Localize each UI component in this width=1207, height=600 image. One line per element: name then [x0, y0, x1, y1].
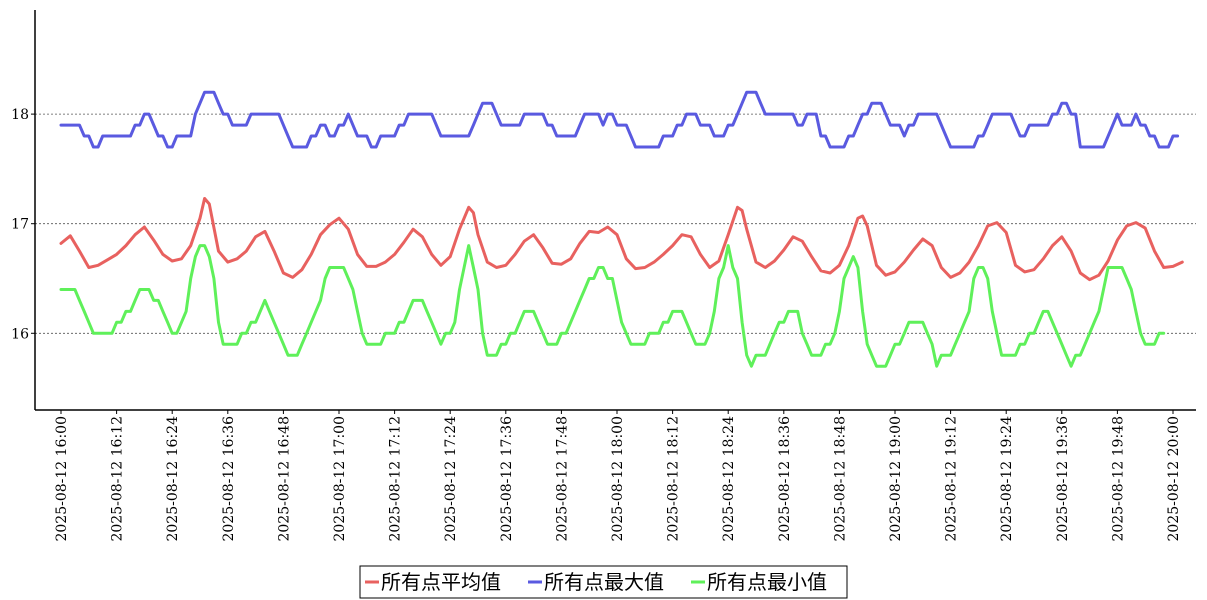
x-tick-label: 2025-08-12 19:00 [888, 416, 904, 542]
x-tick-labels: 2025-08-12 16:00 2025-08-12 16:12 2025-08-… [54, 410, 1182, 542]
x-tick-label: 2025-08-12 19:48 [1110, 416, 1126, 542]
x-tick-label: 2025-08-12 16:36 [221, 416, 237, 542]
y-tick-label: 16 [11, 326, 29, 342]
x-tick-label: 2025-08-12 17:24 [443, 416, 459, 542]
legend-label-1: 所有点最大值 [544, 570, 664, 594]
series-line-1 [59, 90, 1180, 149]
x-tick-label: 2025-08-12 18:12 [666, 416, 682, 542]
x-tick-label: 2025-08-12 19:24 [999, 416, 1015, 542]
x-tick-label: 2025-08-12 19:12 [944, 416, 960, 542]
series-line-2 [59, 244, 1166, 368]
series-line-0 [59, 197, 1184, 282]
x-tick-label: 2025-08-12 20:00 [1166, 416, 1182, 542]
legend-label-0: 所有点平均值 [381, 570, 501, 594]
legend: 所有点平均值 所有点最大值 所有点最小值 [359, 565, 848, 599]
legend-box [359, 565, 848, 599]
x-tick-label: 2025-08-12 16:00 [54, 416, 70, 542]
x-tick-label: 2025-08-12 17:36 [499, 416, 515, 542]
x-tick-label: 2025-08-12 16:24 [165, 416, 181, 542]
x-tick-label: 2025-08-12 19:36 [1055, 416, 1071, 542]
x-tick-label: 2025-08-12 16:48 [276, 416, 292, 542]
x-tick-label: 2025-08-12 17:48 [554, 416, 570, 542]
series-lines [59, 90, 1184, 368]
x-tick-label: 2025-08-12 17:00 [332, 416, 348, 542]
x-tick-label: 2025-08-12 18:00 [610, 416, 626, 542]
x-tick-label: 2025-08-12 18:24 [721, 416, 737, 542]
y-tick-labels: 16 17 18 [11, 107, 35, 342]
y-tick-label: 17 [11, 217, 29, 233]
x-tick-label: 2025-08-12 16:12 [110, 416, 126, 542]
x-tick-label: 2025-08-12 18:48 [832, 416, 848, 542]
x-tick-label: 2025-08-12 18:36 [777, 416, 793, 542]
y-tick-label: 18 [11, 107, 29, 123]
axes [34, 10, 1196, 411]
x-tick-label: 2025-08-12 17:12 [388, 416, 404, 542]
legend-label-2: 所有点最小值 [707, 570, 827, 594]
